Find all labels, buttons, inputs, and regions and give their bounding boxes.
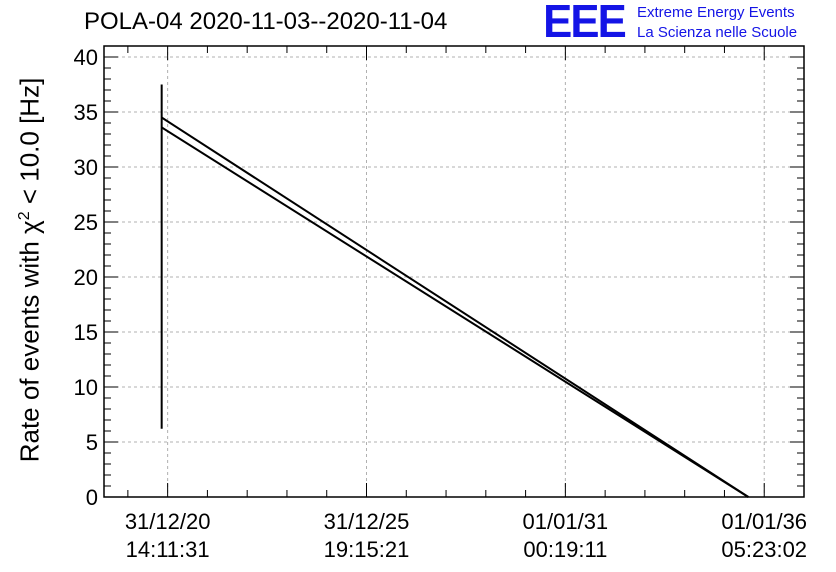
x-tick-label-time: 14:11:31 bbox=[126, 537, 210, 562]
logo-line-2: La Scienza nelle Scuole bbox=[637, 24, 798, 41]
y-tick-label: 20 bbox=[74, 265, 98, 290]
x-tick-label-time: 05:23:02 bbox=[721, 537, 807, 562]
x-tick-label-date: 01/01/31 bbox=[523, 509, 609, 534]
y-tick-label: 15 bbox=[74, 320, 98, 345]
series-line-2 bbox=[161, 126, 749, 498]
eee-logo-text: Extreme Energy Events La Scienza nelle S… bbox=[637, 3, 797, 43]
x-tick-label-date: 31/12/20 bbox=[125, 509, 211, 534]
y-tick-label: 10 bbox=[74, 375, 98, 400]
y-tick-label: 25 bbox=[74, 210, 98, 235]
x-tick-label-time: 00:19:11 bbox=[523, 537, 607, 562]
y-tick-label: 30 bbox=[74, 155, 98, 180]
x-tick-label-date: 31/12/25 bbox=[324, 509, 410, 534]
eee-logo-mark: EEE bbox=[543, 0, 627, 47]
y-tick-label: 0 bbox=[86, 485, 98, 510]
x-tick-label-time: 19:15:21 bbox=[324, 537, 410, 562]
y-tick-label: 5 bbox=[86, 430, 98, 455]
chart-title: POLA-04 2020-11-03--2020-11-04 bbox=[84, 8, 448, 35]
logo-line-1: Extreme Energy Events bbox=[637, 4, 795, 21]
plot-frame bbox=[103, 45, 805, 498]
series-line-1 bbox=[161, 116, 749, 498]
y-tick-label: 35 bbox=[74, 100, 98, 125]
x-tick-label-date: 01/01/36 bbox=[721, 509, 807, 534]
y-tick-label: 40 bbox=[74, 45, 98, 70]
